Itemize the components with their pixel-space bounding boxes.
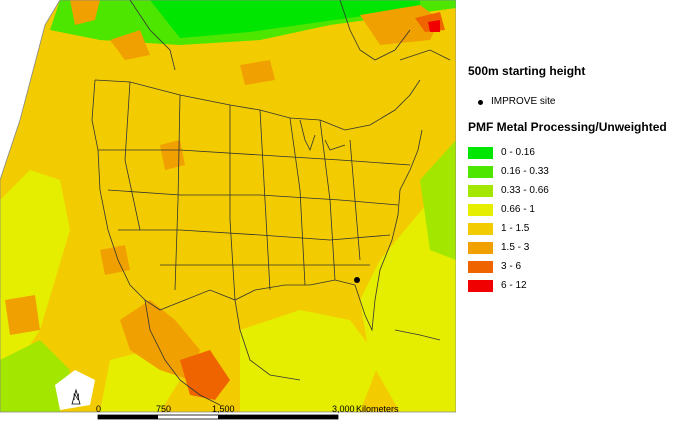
state-line xyxy=(289,117,306,286)
canada-peak xyxy=(428,20,440,32)
west-coast xyxy=(91,79,161,311)
scale-tick-750: 750 xyxy=(156,404,171,414)
labrador-coast xyxy=(399,49,451,61)
scale-units: Kilometers xyxy=(356,404,399,414)
legend-class-label: 1.5 - 3 xyxy=(501,242,530,253)
cuba xyxy=(394,329,441,341)
legend-class-row: 0.66 - 1 xyxy=(468,203,668,219)
legend-swatch xyxy=(468,185,493,197)
legend-class-row: 6 - 12 xyxy=(468,279,668,295)
great-lakes xyxy=(299,119,316,152)
canada-hotspot-east xyxy=(360,5,440,45)
legend-class-row: 0.16 - 0.33 xyxy=(468,165,668,181)
state-line xyxy=(349,139,361,261)
hudson-bay xyxy=(339,0,411,61)
state-line xyxy=(107,189,399,206)
lowest-band xyxy=(150,0,420,38)
pacific-hotspot xyxy=(5,295,40,335)
legend-swatch xyxy=(468,166,493,178)
legend-class-row: 1 - 1.5 xyxy=(468,222,668,238)
legend-swatch xyxy=(468,204,493,216)
mexico-hotspot-high xyxy=(180,350,230,400)
scale-tick-1500: 1,500 xyxy=(212,404,235,414)
legend-class-label: 1 - 1.5 xyxy=(501,223,530,234)
legend-class-row: 0.33 - 0.66 xyxy=(468,184,668,200)
concentration-map: N 0 750 1,500 3,000 Kilometers xyxy=(0,0,456,420)
improve-site-label: IMPROVE site xyxy=(491,96,556,107)
atlantic-lower xyxy=(420,140,456,260)
mexico-gulf-coast xyxy=(234,299,301,381)
legend-title: 500m starting height xyxy=(468,64,586,78)
scale-tick-0: 0 xyxy=(96,404,101,414)
legend-class-row: 1.5 - 3 xyxy=(468,241,668,257)
legend-swatch xyxy=(468,223,493,235)
gulf-low xyxy=(240,310,380,412)
canada-hotspot-west xyxy=(110,30,150,60)
canada-hotspot-mid xyxy=(240,60,275,85)
improve-site-marker xyxy=(354,277,360,283)
legend-swatch xyxy=(468,280,493,292)
state-line xyxy=(174,94,181,291)
legend-swatch xyxy=(468,261,493,273)
state-line xyxy=(118,229,391,241)
north-arrow: N xyxy=(71,388,81,405)
state-line xyxy=(229,105,236,301)
legend-class-label: 0 - 0.16 xyxy=(501,147,535,158)
boundaries xyxy=(91,0,451,406)
state-line xyxy=(98,149,411,166)
legend-class-label: 0.66 - 1 xyxy=(501,204,535,215)
domain-outline xyxy=(0,0,456,413)
legend-class-label: 0.33 - 0.66 xyxy=(501,185,549,196)
mexico-coast xyxy=(144,299,221,406)
canada-hotspot-northwest xyxy=(70,0,100,25)
no-data-patch xyxy=(55,370,95,410)
north-label: N xyxy=(73,392,80,402)
state-line xyxy=(124,81,141,231)
legend-swatch xyxy=(468,147,493,159)
concentration-field xyxy=(0,0,456,412)
us-mexico-gulf xyxy=(159,279,356,311)
canada-coast xyxy=(129,0,176,71)
legend-class-row: 3 - 6 xyxy=(468,260,668,276)
scale-bar: 0 750 1,500 3,000 Kilometers xyxy=(96,404,399,420)
legend-class-row: 0 - 0.16 xyxy=(468,146,668,162)
legend: 500m starting height IMPROVE site PMF Me… xyxy=(458,0,677,427)
state-line xyxy=(319,119,336,281)
state-line xyxy=(259,109,271,291)
east-coast xyxy=(354,129,423,332)
pacific-low-south xyxy=(0,340,70,412)
map-panel: N 0 750 1,500 3,000 Kilometers xyxy=(0,0,456,420)
legend-class-label: 6 - 12 xyxy=(501,280,527,291)
california-hotspot xyxy=(100,245,130,275)
scale-tick-3000: 3,000 xyxy=(332,404,355,414)
legend-swatch xyxy=(468,242,493,254)
legend-class-label: 3 - 6 xyxy=(501,261,522,272)
canada-us-border-east xyxy=(319,79,421,131)
legend-heading: PMF Metal Processing/Unweighted xyxy=(468,120,667,134)
legend-class-label: 0.16 - 0.33 xyxy=(501,166,549,177)
improve-site-symbol xyxy=(478,100,483,105)
great-lakes xyxy=(324,139,346,151)
